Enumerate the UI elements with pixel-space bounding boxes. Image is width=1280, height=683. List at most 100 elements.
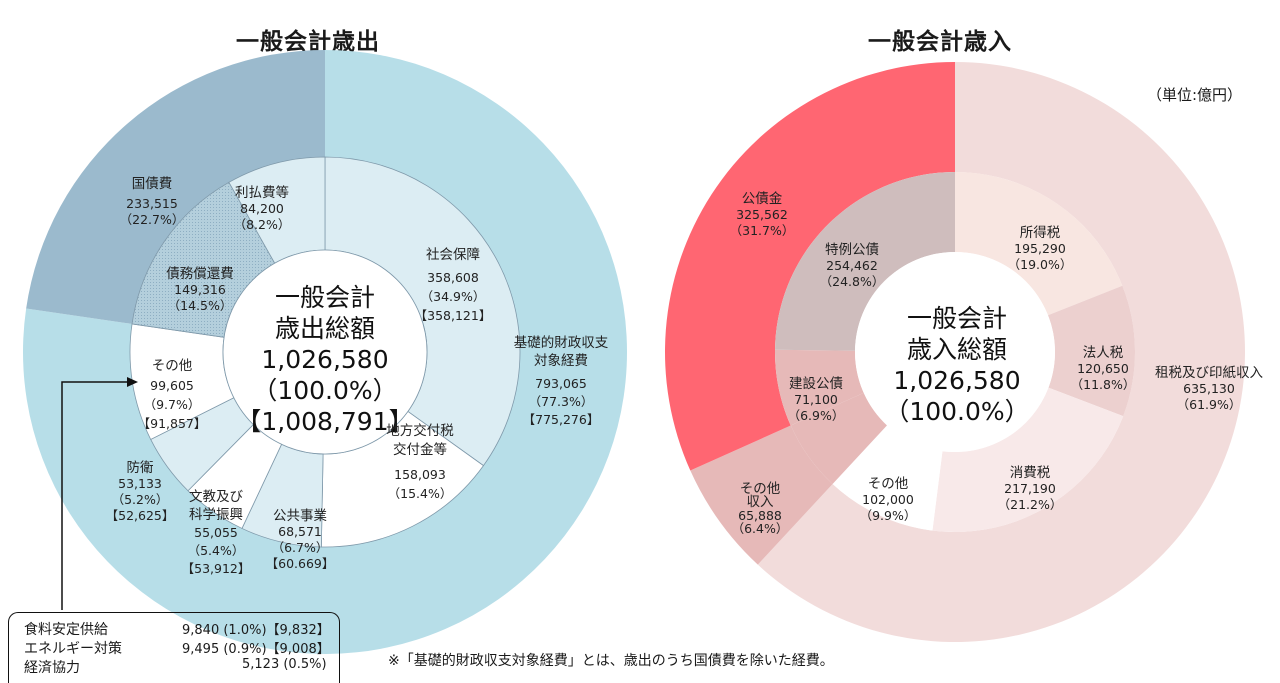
label-kokyo: 公共事業 68,571 （6.7%） 【60.669】: [260, 508, 340, 572]
label-name: 所得税: [1019, 225, 1061, 241]
label-sonota: その他 99,605 （9.7%） 【91,857】: [132, 357, 212, 433]
label-value: 65,888: [738, 508, 782, 523]
label-pct: （14.5%）: [167, 298, 233, 313]
label-name: 特例公債: [825, 242, 879, 258]
center-line1: 一般会計: [906, 304, 1007, 333]
label-chiho: 地方交付税 交付金等 158,093 （15.4%）: [370, 422, 470, 503]
segment-kensetsu: [775, 349, 864, 426]
segment-sonota-shunyu: [690, 425, 833, 565]
segment-sozei: [757, 62, 1245, 642]
center-line2: 歳出総額: [274, 314, 375, 343]
label-bracket: 【91,857】: [137, 416, 207, 431]
label-name: 建設公債: [789, 376, 843, 392]
label-value: 99,605: [150, 378, 194, 393]
label-saimu: 債務償還費 149,316 （14.5%）: [150, 266, 250, 314]
label-pct: （6.7%）: [271, 540, 329, 555]
segment-sonota: [832, 425, 943, 531]
label-name: その他: [151, 358, 193, 374]
label-name: 国債費: [131, 176, 173, 192]
label-value: 120,650: [1077, 361, 1129, 376]
label-pct: （11.8%）: [1070, 377, 1136, 392]
label-kokusai: 国債費 233,515 （22.7%）: [112, 176, 192, 228]
label-sozei: 租税及び印紙収入 635,130 （61.9%）: [1144, 365, 1274, 413]
label-tokurei: 特例公債 254,462 （24.8%）: [812, 242, 892, 290]
label-pct: （21.2%）: [997, 497, 1063, 512]
center-pct: （100.0%）: [884, 397, 1030, 426]
label-name: 利払費等: [235, 185, 289, 201]
label-rev-sonota: その他 102,000 （9.9%）: [848, 476, 928, 524]
breakdown-name: エネルギー対策: [24, 641, 122, 657]
label-bunkyo: 文教及び 科学振興 55,055 （5.4%） 【53,912】: [176, 488, 256, 578]
label-shotoku: 所得税 195,290 （19.0%）: [1000, 225, 1080, 273]
label-name: 債務償還費: [166, 266, 234, 282]
label-name: 科学振興: [189, 507, 243, 523]
segment-tokurei: [775, 172, 955, 351]
segment-sonota-shunyu: [790, 392, 888, 484]
label-name: 文教及び: [189, 489, 243, 505]
label-name: 公共事業: [273, 508, 327, 524]
segment-shohi: [932, 387, 1124, 532]
breakdown-value: 9,495 (0.9%)【9,008】: [182, 642, 330, 657]
label-kensetsu: 建設公債 71,100 （6.9%）: [776, 376, 856, 424]
breakdown-name: 経済協力: [24, 660, 80, 676]
label-pct: （24.8%）: [819, 274, 885, 289]
label-pct: （15.4%）: [387, 486, 453, 501]
label-hojin: 法人税 120,650 （11.8%）: [1063, 345, 1143, 393]
label-name: 租税及び印紙収入: [1155, 365, 1263, 381]
expenditure-outer-ring: [22, 49, 627, 654]
label-pct: （77.3%）: [528, 394, 594, 409]
center-line2: 歳入総額: [906, 335, 1007, 364]
center-total: 1,026,580: [893, 366, 1021, 395]
label-pct: （19.0%）: [1007, 257, 1073, 272]
label-boei: 防衛 53,133 （5.2%） 【52,625】: [100, 460, 180, 524]
label-value: 793,065: [535, 376, 587, 391]
segment-kokusai: [26, 49, 326, 324]
label-name: 収入: [746, 494, 774, 510]
segment-hojin: [1047, 285, 1135, 417]
label-pct: （5.4%）: [187, 543, 245, 558]
label-value: 71,100: [794, 392, 838, 407]
label-pct: （8.2%）: [233, 217, 291, 232]
unit-label: （単位:億円）: [1146, 86, 1242, 104]
label-value: 102,000: [862, 492, 914, 507]
label-bracket: 【358,121】: [414, 308, 492, 323]
label-shakai: 社会保障 358,608 （34.9%） 【358,121】: [408, 246, 498, 325]
breakdown-row: 食料安定供給 9,840 (1.0%)【9,832】: [24, 619, 330, 639]
label-value: 84,200: [240, 201, 284, 216]
revenue-inner-ring: [775, 172, 1135, 532]
expenditure-center-circle: [222, 249, 428, 455]
label-pct: （5.2%）: [111, 492, 169, 507]
label-name: 防衛: [126, 460, 154, 476]
segment-kiso: [22, 50, 627, 654]
label-bracket: 【60.669】: [265, 556, 335, 571]
sonota-arrow-line: [61, 381, 128, 610]
revenue-title: 一般会計歳入: [868, 29, 1012, 55]
label-sonota-shunyu: その他 収入 65,888 （6.4%）: [730, 481, 790, 535]
label-value: 635,130: [1183, 381, 1235, 396]
label-value: 53,133: [118, 476, 162, 491]
label-value: 68,571: [278, 524, 322, 539]
label-value: 254,462: [826, 258, 878, 273]
breakdown-row: エネルギー対策 9,495 (0.9%)【9,008】: [24, 638, 330, 658]
segment-shotoku: [955, 172, 1123, 316]
label-bracket: 【53,912】: [181, 561, 251, 576]
label-pct: （9.7%）: [143, 397, 201, 412]
label-shohi: 消費税 217,190 （21.2%）: [990, 465, 1070, 513]
revenue-outer-ring: [665, 62, 1245, 642]
footnote: ※「基礎的財政収支対象経費」とは、歳出のうち国債費を除いた経費。: [388, 653, 834, 669]
label-pct: （61.9%）: [1176, 397, 1242, 412]
label-value: 358,608: [427, 270, 479, 285]
label-name: その他: [739, 481, 781, 497]
revenue-center-text: 一般会計 歳入総額 1,026,580 （100.0%）: [857, 303, 1057, 427]
label-pct: （9.9%）: [859, 508, 917, 523]
breakdown-value: 5,123 (0.5%): [242, 657, 327, 672]
center-line1: 一般会計: [274, 283, 375, 312]
label-value: 217,190: [1004, 481, 1056, 496]
label-kiso: 基礎的財政収支 対象経費 793,065 （77.3%） 【775,276】: [500, 334, 622, 429]
breakdown-value: 9,840 (1.0%)【9,832】: [182, 623, 330, 638]
label-name: その他: [867, 476, 909, 492]
sonota-breakdown-box: [8, 612, 340, 683]
label-value: 55,055: [194, 525, 238, 540]
label-value: 233,515: [126, 196, 178, 211]
